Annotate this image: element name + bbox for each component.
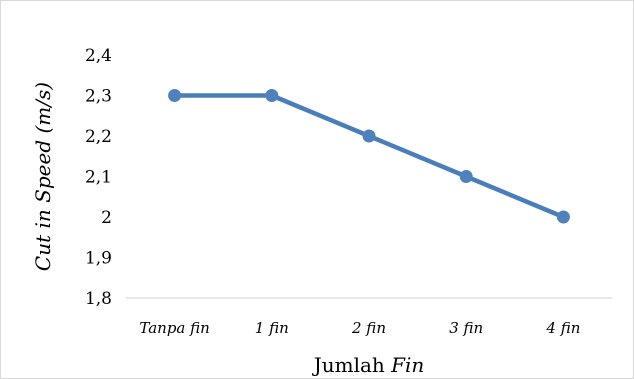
- y-axis-title: Cut in Speed (m/s): [31, 82, 55, 271]
- data-point-marker: [459, 170, 473, 183]
- data-point-marker: [168, 89, 182, 102]
- y-tick-label: 1,8: [85, 289, 112, 309]
- data-point-marker: [362, 129, 376, 143]
- data-point-marker: [556, 210, 570, 224]
- x-axis-title-plain: Jumlah: [312, 353, 391, 377]
- x-tick-label: 4 fin: [545, 319, 580, 337]
- y-tick-label: 2,1: [85, 168, 112, 188]
- x-tick-label: 2 fin: [351, 319, 386, 337]
- y-tick-label: 2,3: [85, 87, 112, 107]
- y-tick-labels: 1,8 1,9 2 2,1 2,2 2,3 2,4: [85, 46, 112, 309]
- x-tick-label: Tanpa fin: [139, 319, 209, 337]
- x-tick-labels: Tanpa fin 1 fin 2 fin 3 fin 4 fin: [139, 319, 580, 337]
- y-tick-label: 2,2: [85, 127, 112, 147]
- data-point-marker: [265, 89, 279, 102]
- series-cut-in-speed: [168, 89, 570, 224]
- y-tick-label: 2,4: [85, 46, 112, 66]
- series-line: [172, 93, 566, 220]
- x-tick-label: 1 fin: [255, 319, 289, 337]
- x-axis-title-italic: Fin: [390, 353, 424, 377]
- x-tick-label: 3 fin: [449, 319, 483, 337]
- x-axis-title: Jumlah Fin: [312, 353, 425, 377]
- y-tick-label: 1,9: [85, 249, 112, 269]
- y-tick-label: 2: [101, 208, 112, 228]
